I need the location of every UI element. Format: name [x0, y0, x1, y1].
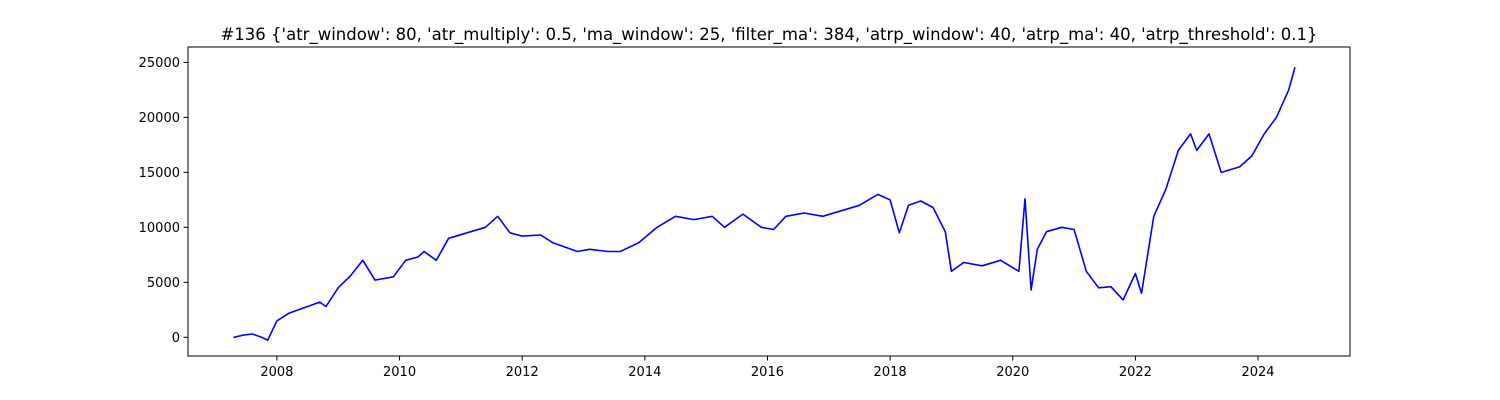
plot-frame [187, 46, 1351, 357]
x-tick-label: 2014 [628, 365, 661, 380]
y-tick-label: 10000 [139, 221, 180, 236]
x-tick-label: 2012 [506, 365, 539, 380]
x-tick-label: 2010 [383, 365, 416, 380]
x-tick-label: 2024 [1241, 365, 1274, 380]
plot-marks [233, 67, 1296, 341]
y-axis: 0 5000 10000 15000 20000 25000 [139, 56, 188, 346]
x-tick-label: 2018 [874, 365, 907, 380]
y-tick-label: 15000 [139, 166, 180, 181]
x-tick-label: 2020 [996, 365, 1029, 380]
y-tick-label: 0 [172, 331, 180, 346]
y-tick-label: 25000 [139, 56, 180, 71]
x-tick-label: 2008 [260, 365, 293, 380]
y-tick-label: 20000 [139, 111, 180, 126]
x-tick-label: 2016 [751, 365, 784, 380]
series-line-0 [233, 67, 1296, 341]
y-tick-label: 5000 [147, 276, 180, 291]
x-axis: 2008 2010 2012 2014 2016 2018 2020 2022 2024 [260, 356, 1275, 380]
chart-title: #136 {'atr_window': 80, 'atr_multiply': … [220, 25, 1317, 45]
x-tick-label: 2022 [1119, 365, 1152, 380]
